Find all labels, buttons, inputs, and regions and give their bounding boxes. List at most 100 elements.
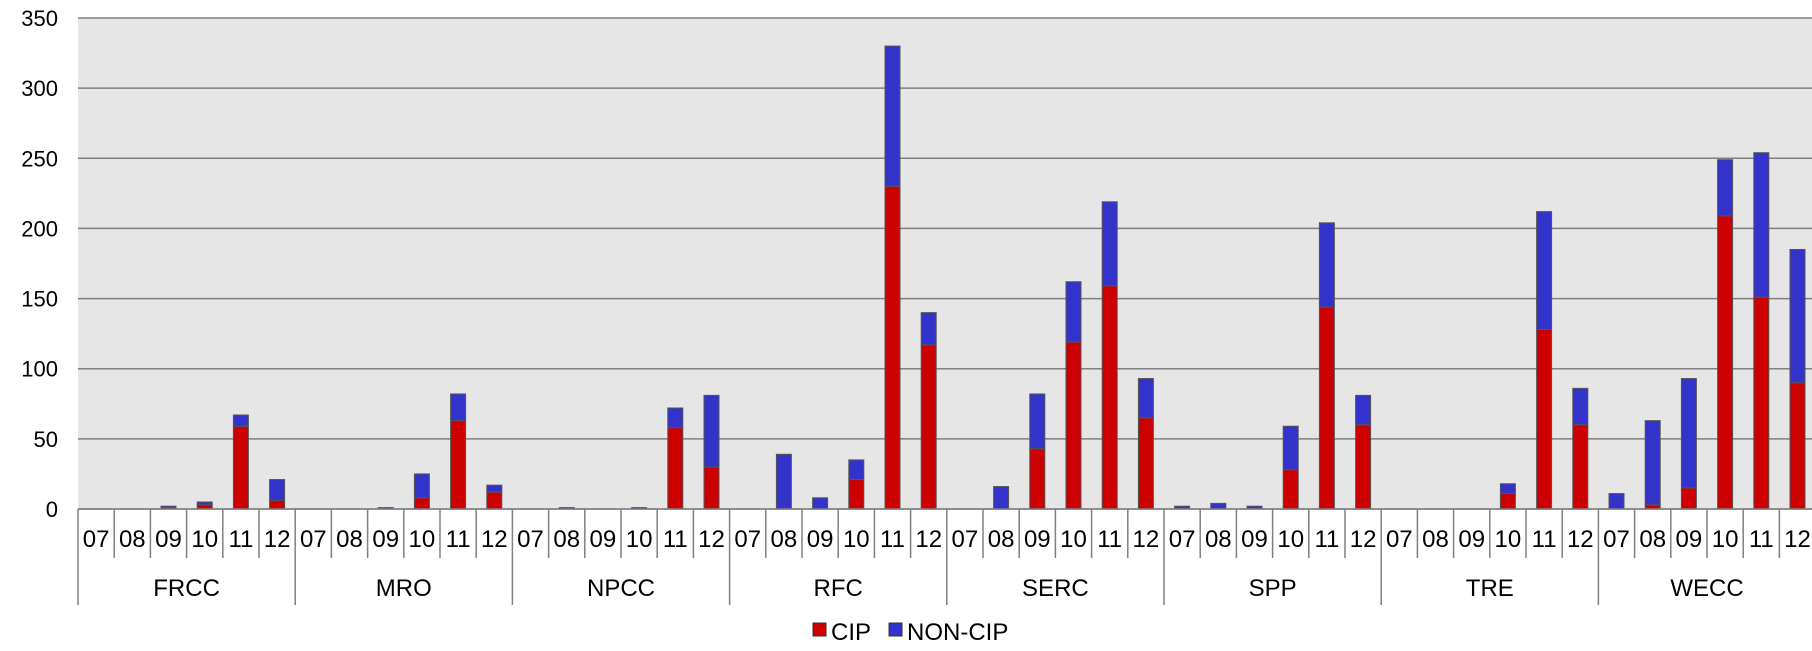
bars (160, 45, 1806, 510)
bar-cip (1789, 382, 1806, 510)
x-subcategory-label: 12 (1784, 526, 1811, 553)
y-tick-label: 100 (21, 357, 58, 382)
bar-cip (667, 427, 684, 510)
x-subcategory-label: 07 (517, 526, 544, 553)
x-subcategory-label: 09 (372, 526, 399, 553)
bar-cip (1680, 487, 1697, 510)
bar-non-cip (993, 486, 1010, 510)
x-subcategory-label: 11 (446, 526, 471, 553)
y-tick-label: 350 (21, 6, 58, 31)
x-subcategory-label: 08 (553, 526, 580, 553)
x-subcategory-label: 09 (1024, 526, 1051, 553)
bar-cip (413, 497, 430, 510)
bar-non-cip (1282, 425, 1299, 471)
x-subcategory-label: 08 (1639, 526, 1666, 553)
bar-non-cip (1572, 387, 1589, 426)
x-subcategory-label: 12 (1133, 526, 1160, 553)
x-subcategory-label: 07 (300, 526, 327, 553)
x-subcategory-label: 10 (1712, 526, 1739, 553)
y-tick-label: 250 (21, 146, 58, 171)
x-subcategory-label: 11 (1532, 526, 1557, 553)
bar-non-cip (232, 414, 249, 427)
bar-non-cip (413, 473, 430, 499)
x-subcategory-label: 10 (1277, 526, 1304, 553)
x-subcategory-label: 07 (1603, 526, 1630, 553)
x-subcategory-label: 09 (155, 526, 182, 553)
x-subcategory-label: 12 (481, 526, 508, 553)
x-subcategory-label: 09 (1241, 526, 1268, 553)
bar-cip (703, 466, 720, 510)
legend-label-non-cip: NON-CIP (907, 619, 1008, 646)
bar-cip (1101, 285, 1118, 510)
x-subcategory-label: 11 (880, 526, 905, 553)
bar-cip (1282, 469, 1299, 510)
bar-non-cip (486, 484, 503, 493)
bar-cip (450, 420, 467, 510)
bar-non-cip (1753, 152, 1770, 298)
y-axis-tick-labels: 0 50 100 150 200 250 300 350 (21, 6, 58, 522)
x-subcategory-label: 10 (843, 526, 870, 553)
bar-non-cip (1717, 159, 1734, 217)
x-subcategory-label: 07 (1386, 526, 1413, 553)
bar-non-cip (848, 459, 865, 481)
x-subcategory-label: 10 (409, 526, 436, 553)
bar-non-cip (160, 505, 177, 509)
bar-cip (1355, 424, 1372, 510)
x-subcategory-label: 10 (1060, 526, 1087, 553)
x-subcategory-label: 12 (698, 526, 725, 553)
bar-cip (1137, 417, 1154, 510)
bar-cip (269, 500, 286, 510)
bar-non-cip (1318, 222, 1335, 308)
y-tick-label: 50 (34, 427, 58, 452)
bar-non-cip (1536, 211, 1553, 330)
x-subcategory-label: 12 (915, 526, 942, 553)
bar-cip (1717, 215, 1734, 510)
x-subcategory-label: 08 (119, 526, 146, 553)
x-group-label: SERC (1022, 575, 1089, 602)
x-subcategory-label: 07 (1169, 526, 1196, 553)
x-subcategory-label: 09 (807, 526, 834, 553)
bar-non-cip (1608, 493, 1625, 510)
x-group-label: RFC (814, 575, 863, 602)
x-group-label: WECC (1670, 575, 1743, 602)
bar-non-cip (920, 312, 937, 346)
x-subcategory-label: 11 (1314, 526, 1339, 553)
bar-non-cip (1210, 502, 1227, 510)
y-tick-label: 300 (21, 76, 58, 101)
bar-cip (486, 491, 503, 510)
legend-swatch-cip (812, 622, 827, 637)
x-subcategory-label: 08 (771, 526, 798, 553)
bar-non-cip (1789, 248, 1806, 384)
bar-non-cip (812, 497, 829, 510)
x-group-label: SPP (1249, 575, 1297, 602)
bar-non-cip (1101, 201, 1118, 287)
bar-non-cip (1680, 378, 1697, 489)
x-subcategory-label: 07 (734, 526, 761, 553)
bar-non-cip (667, 407, 684, 429)
bar-non-cip (1137, 378, 1154, 419)
bar-non-cip (1355, 394, 1372, 426)
bar-non-cip (775, 453, 792, 510)
y-tick-label: 0 (46, 497, 58, 522)
bar-cip (1536, 328, 1553, 510)
bar-non-cip (1029, 393, 1046, 450)
x-subcategory-label: 10 (191, 526, 218, 553)
x-subcategory-label: 11 (1097, 526, 1122, 553)
legend: CIP NON-CIP (812, 619, 1008, 646)
bar-non-cip (269, 479, 286, 502)
bar-non-cip (1065, 281, 1082, 343)
bar-non-cip (1644, 420, 1661, 506)
x-subcategory-label: 11 (228, 526, 253, 553)
x-subcategory-label: 12 (1567, 526, 1594, 553)
y-tick-label: 200 (21, 216, 58, 241)
bar-cip (1318, 306, 1335, 510)
bar-cip (920, 344, 937, 510)
x-subcategory-label: 08 (336, 526, 363, 553)
bar-cip (1029, 448, 1046, 510)
x-subcategory-label: 09 (1458, 526, 1485, 553)
x-group-label: MRO (376, 575, 432, 602)
bar-non-cip (703, 394, 720, 468)
x-subcategory-label: 07 (952, 526, 979, 553)
plot-area (78, 18, 1812, 509)
